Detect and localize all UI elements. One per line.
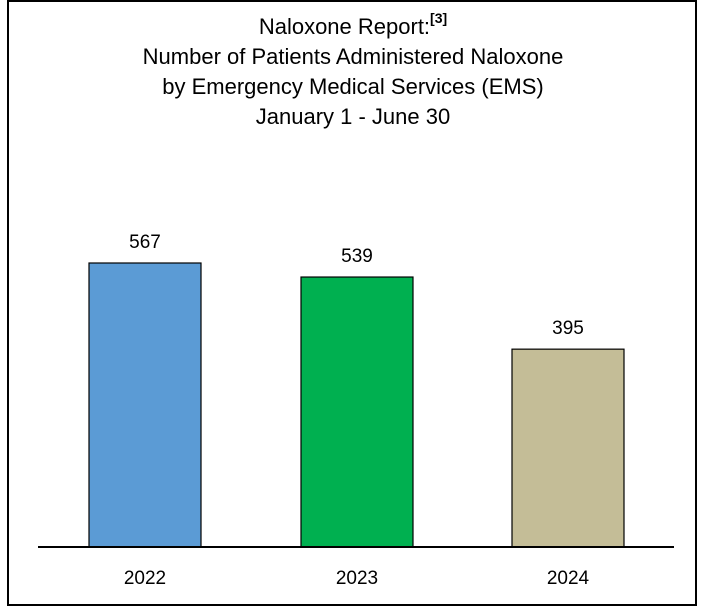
x-tick-label-2023: 2023 (336, 568, 378, 589)
chart-subtitle-line-1: Number of Patients Administered Naloxone (142, 44, 564, 69)
chart-subtitle-line-3: January 1 - June 30 (255, 104, 451, 129)
x-tick-label-2022: 2022 (124, 568, 166, 589)
chart-title: Naloxone Report: (258, 14, 431, 39)
bar-2024 (511, 348, 625, 548)
bar-2022 (88, 262, 202, 548)
chart-subtitle-line-2: by Emergency Medical Services (EMS) (162, 74, 544, 99)
x-tick-label-2024: 2024 (547, 568, 590, 589)
data-label-2022: 567 (129, 232, 161, 253)
data-label-2024: 395 (552, 318, 584, 339)
chart-title-block: Naloxone Report:[3] Number of Patients A… (0, 10, 706, 132)
data-label-2023: 539 (341, 246, 373, 267)
bar-2023 (300, 276, 414, 548)
chart-title-reference: [3] (430, 10, 448, 26)
chart-title-line: Naloxone Report:[3] (0, 10, 706, 42)
